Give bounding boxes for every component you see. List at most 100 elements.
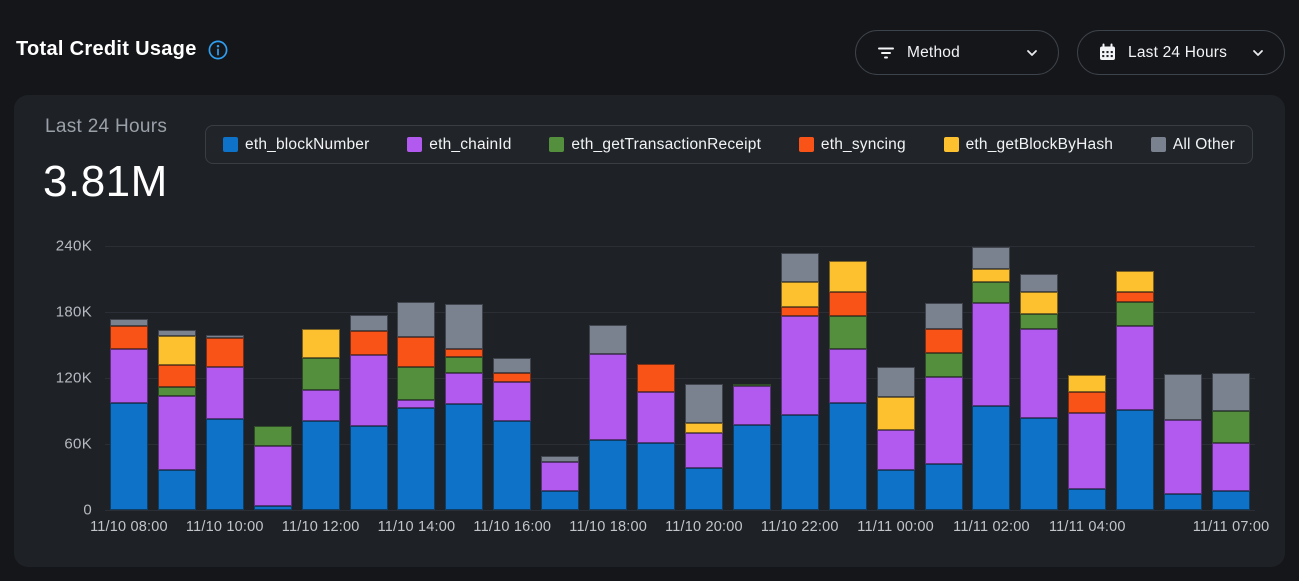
bar-segment[interactable] [445,372,484,405]
bar-segment[interactable] [493,382,532,421]
bar-segment[interactable] [924,303,963,329]
bar-segment[interactable] [780,415,819,510]
bar-segment[interactable] [109,403,148,510]
bar-segment[interactable] [684,423,723,434]
bar-segment[interactable] [1116,292,1155,303]
bar-segment[interactable] [732,385,771,426]
bar-segment[interactable] [876,429,915,471]
bar-segment[interactable] [253,446,292,506]
bar-segment[interactable] [972,405,1011,510]
bar-segment[interactable] [732,383,771,386]
bar-segment[interactable] [780,282,819,307]
bar-segment[interactable] [1068,374,1107,393]
bar-segment[interactable] [541,456,580,462]
bar-segment[interactable] [972,269,1011,283]
bar-segment[interactable] [780,306,819,317]
bar-segment[interactable] [301,390,340,421]
bar-segment[interactable] [637,392,676,443]
bar-segment[interactable] [157,386,196,396]
legend-item[interactable]: All Other [1150,136,1235,154]
legend-item[interactable]: eth_getBlockByHash [943,136,1114,154]
bar-segment[interactable] [445,404,484,510]
bar-segment[interactable] [1164,373,1203,420]
bar-segment[interactable] [493,358,532,373]
legend-item[interactable]: eth_getTransactionReceipt [549,136,761,154]
bar-segment[interactable] [684,383,723,424]
bar-segment[interactable] [589,439,628,510]
bar-segment[interactable] [924,376,963,464]
bar-segment[interactable] [828,349,867,404]
bar-segment[interactable] [157,395,196,471]
bar-segment[interactable] [205,418,244,510]
bar-segment[interactable] [445,357,484,373]
bar-segment[interactable] [205,338,244,368]
bar-segment[interactable] [541,491,580,510]
bar-segment[interactable] [157,364,196,387]
bar-segment[interactable] [780,316,819,416]
bar-segment[interactable] [157,329,196,337]
bar-segment[interactable] [1212,442,1251,492]
bar-segment[interactable] [972,247,1011,270]
bar-segment[interactable] [109,349,148,404]
bar-segment[interactable] [972,303,1011,406]
bar-segment[interactable] [1020,273,1059,293]
bar-segment[interactable] [1164,419,1203,494]
bar-segment[interactable] [445,304,484,350]
bar-segment[interactable] [1068,489,1107,510]
bar-segment[interactable] [109,318,148,327]
bar-segment[interactable] [780,252,819,283]
bar-segment[interactable] [876,396,915,430]
bar-segment[interactable] [1116,302,1155,327]
bar-segment[interactable] [397,400,436,408]
bar-segment[interactable] [1068,413,1107,490]
bar-segment[interactable] [493,420,532,510]
time-range-dropdown[interactable]: Last 24 Hours [1077,30,1285,75]
bar-segment[interactable] [1116,326,1155,410]
bar-segment[interactable] [205,335,244,339]
bar-segment[interactable] [637,442,676,510]
bar-segment[interactable] [684,468,723,510]
bar-segment[interactable] [493,372,532,383]
legend-item[interactable]: eth_blockNumber [223,136,369,154]
bar-segment[interactable] [828,292,867,317]
bar-segment[interactable] [253,426,292,447]
bar-segment[interactable] [828,403,867,510]
bar-segment[interactable] [589,353,628,440]
bar-segment[interactable] [445,349,484,358]
bar-segment[interactable] [349,426,388,510]
bar-segment[interactable] [1212,491,1251,510]
bar-segment[interactable] [1020,328,1059,418]
bar-segment[interactable] [157,470,196,510]
bar-segment[interactable] [924,352,963,377]
bar-segment[interactable] [301,358,340,391]
bar-segment[interactable] [1020,292,1059,315]
bar-segment[interactable] [205,367,244,419]
bar-segment[interactable] [397,337,436,368]
bar-segment[interactable] [924,328,963,353]
bar-segment[interactable] [109,326,148,350]
bar-segment[interactable] [1212,372,1251,412]
bar-segment[interactable] [1020,314,1059,329]
bar-segment[interactable] [876,470,915,510]
legend-item[interactable]: eth_chainId [407,136,511,154]
bar-segment[interactable] [732,425,771,510]
bar-segment[interactable] [541,461,580,492]
bar-segment[interactable] [349,330,388,355]
bar-segment[interactable] [684,433,723,469]
bar-segment[interactable] [301,328,340,359]
bar-segment[interactable] [1068,392,1107,414]
method-filter-dropdown[interactable]: Method [855,30,1059,75]
bar-segment[interactable] [924,463,963,510]
bar-segment[interactable] [828,261,867,293]
bar-segment[interactable] [397,302,436,338]
bar-segment[interactable] [1212,411,1251,443]
bar-segment[interactable] [349,315,388,331]
bar-segment[interactable] [1020,417,1059,510]
bar-segment[interactable] [397,367,436,401]
bar-segment[interactable] [589,325,628,354]
info-icon[interactable] [207,39,229,61]
bar-segment[interactable] [828,316,867,350]
bar-segment[interactable] [1116,271,1155,293]
bar-segment[interactable] [637,363,676,393]
bar-segment[interactable] [972,282,1011,304]
